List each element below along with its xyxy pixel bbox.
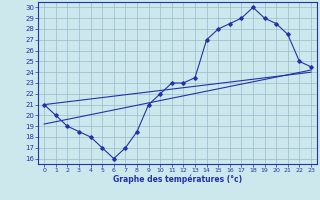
X-axis label: Graphe des températures (°c): Graphe des températures (°c) bbox=[113, 175, 242, 184]
